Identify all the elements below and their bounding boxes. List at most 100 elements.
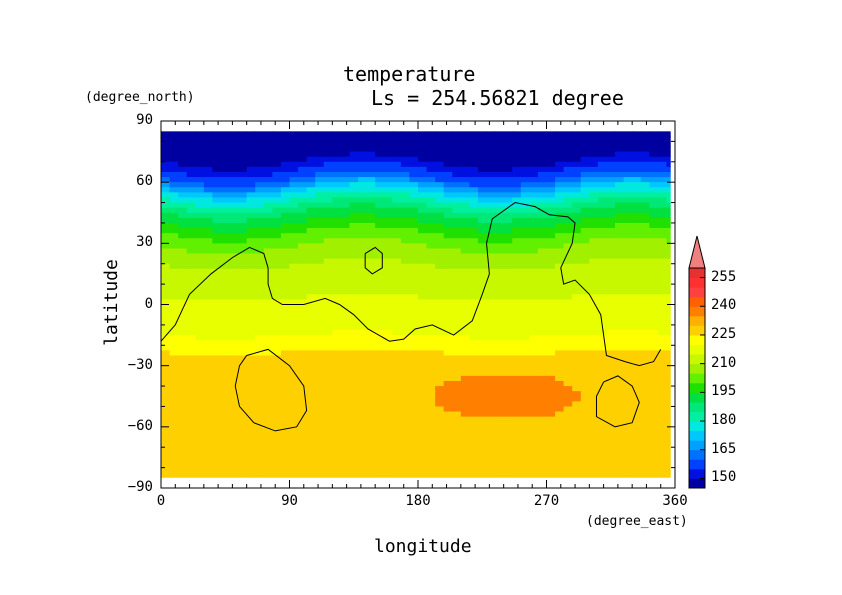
heatmap-cell — [563, 437, 573, 443]
heatmap-cell — [580, 447, 590, 453]
heatmap-cell — [161, 299, 171, 306]
heatmap-cell — [418, 350, 428, 357]
heatmap-cell — [280, 171, 291, 178]
heatmap-cell — [572, 319, 582, 326]
heatmap-cell — [649, 146, 659, 153]
heatmap-cell — [555, 350, 565, 357]
heatmap-cell — [186, 141, 196, 148]
heatmap-cell — [632, 426, 642, 433]
heatmap-cell — [615, 462, 625, 469]
heatmap-cell — [178, 243, 188, 250]
heatmap-cell — [323, 467, 333, 474]
heatmap-cell — [657, 273, 668, 280]
heatmap-cell — [418, 375, 428, 382]
heatmap-cell — [477, 452, 488, 459]
heatmap-cell — [349, 309, 359, 316]
heatmap-cell — [443, 467, 453, 474]
heatmap-cell — [563, 212, 573, 219]
heatmap-cell — [306, 401, 316, 408]
heatmap-cell — [418, 151, 428, 158]
heatmap-cell — [289, 202, 299, 209]
heatmap-cell — [358, 212, 368, 219]
heatmap-cell — [452, 406, 462, 413]
heatmap-cell — [349, 319, 359, 326]
heatmap-cell — [563, 217, 573, 224]
heatmap-cell — [280, 350, 291, 357]
heatmap-cell — [340, 171, 351, 178]
heatmap-cell — [392, 263, 402, 270]
heatmap-cell — [212, 304, 222, 311]
heatmap-cell — [400, 248, 411, 255]
heatmap-cell — [589, 411, 599, 418]
heatmap-cell — [623, 233, 633, 239]
heatmap-cell — [409, 442, 419, 448]
heatmap-cell — [426, 335, 436, 341]
heatmap-cell — [246, 319, 256, 326]
heatmap-cell — [409, 431, 419, 438]
heatmap-cell — [272, 228, 282, 234]
heatmap-cell — [640, 431, 650, 438]
heatmap-cell — [280, 202, 291, 209]
heatmap-cell — [615, 187, 625, 193]
heatmap-cell — [418, 273, 428, 280]
heatmap-cell — [203, 212, 213, 219]
heatmap-cell — [537, 294, 548, 301]
heatmap-cell — [615, 329, 625, 336]
heatmap-cell — [520, 294, 530, 301]
heatmap-cell — [161, 248, 171, 255]
heatmap-cell — [238, 294, 248, 301]
heatmap-cell — [632, 329, 642, 336]
heatmap-cell — [178, 146, 188, 153]
heatmap-cell — [392, 335, 402, 341]
heatmap-cell — [435, 406, 445, 413]
heatmap-cell — [272, 202, 282, 209]
heatmap-cell — [220, 166, 231, 173]
heatmap-cell — [426, 396, 436, 402]
heatmap-cell — [358, 335, 368, 341]
heatmap-cell — [477, 182, 488, 188]
heatmap-cell — [649, 212, 659, 219]
heatmap-cell — [666, 268, 671, 275]
heatmap-cell — [255, 406, 265, 413]
heatmap-cell — [186, 131, 196, 137]
heatmap-cell — [563, 340, 573, 346]
heatmap-cell — [195, 156, 205, 163]
heatmap-cell — [546, 375, 556, 382]
heatmap-cell — [366, 370, 376, 377]
heatmap-cell — [212, 386, 222, 392]
heatmap-cell — [409, 350, 419, 357]
heatmap-cell — [426, 314, 436, 321]
heatmap-cell — [340, 279, 351, 285]
heatmap-cell — [358, 289, 368, 295]
x-tick-label: 90 — [281, 493, 298, 509]
heatmap-cell — [186, 187, 196, 193]
heatmap-cell — [375, 171, 385, 178]
heatmap-cell — [606, 284, 616, 290]
heatmap-cell — [477, 447, 488, 453]
heatmap-cell — [512, 355, 522, 362]
heatmap-cell — [220, 467, 231, 474]
heatmap-cell — [426, 131, 436, 137]
heatmap-cell — [375, 187, 385, 193]
heatmap-cell — [306, 248, 316, 255]
heatmap-cell — [358, 365, 368, 372]
heatmap-cell — [649, 375, 659, 382]
heatmap-cell — [186, 335, 196, 341]
heatmap-cell — [606, 207, 616, 214]
heatmap-cell — [520, 171, 530, 178]
heatmap-cell — [546, 182, 556, 188]
heatmap-cell — [640, 141, 650, 148]
heatmap-cell — [272, 319, 282, 326]
heatmap-cell — [358, 273, 368, 280]
heatmap-cell — [358, 447, 368, 453]
heatmap-cell — [657, 421, 668, 428]
heatmap-cell — [640, 421, 650, 428]
heatmap-cell — [632, 437, 642, 443]
heatmap-cell — [332, 136, 342, 142]
heatmap-cell — [272, 416, 282, 423]
heatmap-cell — [298, 314, 308, 321]
heatmap-cell — [332, 370, 342, 377]
heatmap-cell — [580, 141, 590, 148]
heatmap-cell — [469, 391, 479, 397]
heatmap-cell — [589, 375, 599, 382]
